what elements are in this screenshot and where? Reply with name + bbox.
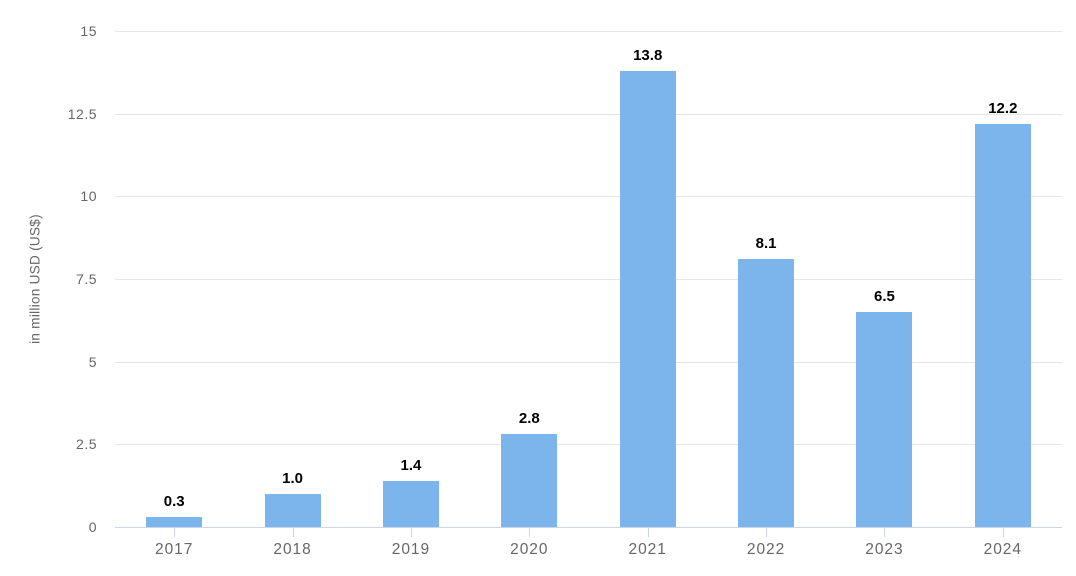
bar-value-label: 8.1 [755, 235, 777, 253]
x-axis-tick [1002, 527, 1004, 537]
bar-value-label: 1.4 [400, 456, 422, 474]
bar-2022[interactable] [738, 259, 795, 527]
plot-area: 0.3 1.0 1.4 2.8 13.8 8.1 6.5 12.2 [115, 31, 1062, 528]
y-axis-tick-label: 2.5 [76, 436, 97, 453]
x-axis-tick [174, 527, 176, 537]
x-axis-label: 2023 [865, 541, 904, 558]
x-axis-tick [292, 527, 294, 537]
bar-2020[interactable] [501, 434, 558, 527]
y-axis-tick-label: 0 [88, 519, 97, 535]
x-axis-label: 2024 [983, 541, 1023, 558]
bar-2024[interactable] [974, 123, 1031, 527]
bar-2019[interactable] [382, 480, 439, 527]
x-axis-tick [529, 527, 531, 537]
bar-2023[interactable] [856, 312, 913, 527]
bar-2017[interactable] [146, 517, 203, 527]
bar-value-label: 2.8 [518, 410, 540, 428]
x-axis-tick [884, 527, 886, 537]
x-axis-tick [766, 527, 768, 537]
bar-value-label: 13.8 [633, 46, 663, 64]
y-axis-tick-label: 12.5 [67, 105, 97, 122]
x-axis-label: 2021 [628, 541, 667, 558]
y-axis-tick-label: 7.5 [76, 271, 97, 287]
x-axis-line [115, 527, 1062, 528]
y-axis-tick-label: 5 [88, 353, 97, 370]
x-axis-label: 2019 [391, 541, 431, 558]
gridline [115, 279, 1062, 280]
bar-value-label: 12.2 [988, 99, 1018, 117]
x-axis-tick [647, 527, 649, 537]
y-axis-tick-label: 10 [80, 188, 97, 205]
x-axis-label: 2022 [746, 541, 786, 558]
gridline [115, 444, 1062, 446]
gridline [115, 31, 1062, 32]
bar-value-label: 1.0 [282, 469, 303, 487]
bar-2018[interactable] [264, 493, 321, 527]
x-axis-label: 2017 [154, 541, 194, 558]
bar-value-label: 0.3 [163, 493, 185, 511]
x-axis-label: 2018 [273, 541, 312, 558]
x-axis-label: 2020 [510, 541, 549, 558]
gridline [115, 361, 1062, 363]
x-axis-tick [410, 527, 412, 537]
gridline [115, 196, 1062, 198]
bar-value-label: 6.5 [874, 288, 895, 306]
gridline [115, 113, 1062, 115]
y-axis-tick-label: 15 [80, 23, 97, 39]
bar-2021[interactable] [619, 70, 676, 527]
